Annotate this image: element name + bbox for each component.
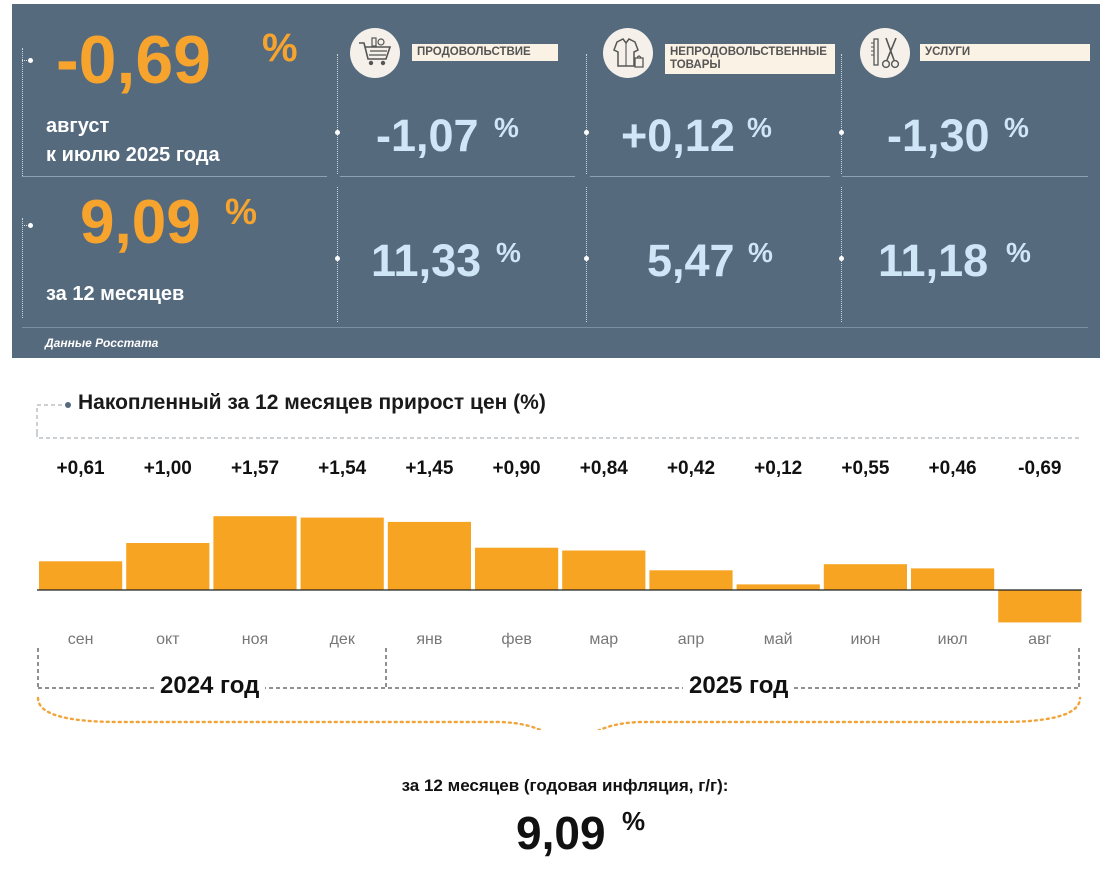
year-label-2025: 2025 год bbox=[683, 672, 795, 700]
food-annual-value: 11,33 bbox=[371, 235, 482, 286]
services-annual-pct: % bbox=[1006, 237, 1031, 268]
nonfood-annual-value: 5,47 bbox=[647, 235, 735, 286]
month-label-дек: дек bbox=[330, 631, 356, 648]
category-label-nonfood: НЕПРОДОВОЛЬСТВЕННЫЕ ТОВАРЫ bbox=[665, 44, 835, 74]
marker-dot bbox=[28, 223, 33, 228]
category-label-nonfood-line1: НЕПРОДОВОЛЬСТВЕННЫЕ bbox=[670, 46, 827, 58]
column-divider bbox=[586, 187, 587, 322]
monthly-caption-line1: август bbox=[46, 115, 110, 137]
column-divider bbox=[22, 218, 23, 318]
chart-title: Накопленный за 12 месяцев прирост цен (%… bbox=[78, 391, 546, 414]
marker-dot bbox=[335, 256, 340, 261]
inflation-summary-panel: -0,69 % август к июлю 2025 года 9,09 % з… bbox=[12, 4, 1100, 358]
month-label-окт: окт bbox=[156, 631, 180, 648]
row-divider bbox=[22, 327, 1088, 328]
column-divider bbox=[337, 187, 338, 322]
year-label-2024: 2024 год bbox=[154, 672, 266, 700]
annual-inflation-pct: % bbox=[225, 191, 258, 232]
column-divider bbox=[841, 187, 842, 322]
value-label-дек: +1,54 bbox=[318, 458, 367, 479]
month-label-июн: июн bbox=[851, 631, 881, 648]
marker-dot bbox=[28, 58, 33, 63]
bar-янв bbox=[387, 521, 471, 590]
bar-дек bbox=[300, 517, 384, 590]
marker-dot bbox=[584, 256, 589, 261]
month-label-авг: авг bbox=[1028, 631, 1051, 648]
bar-авг bbox=[998, 590, 1082, 623]
food-monthly-value: -1,07 bbox=[376, 110, 479, 161]
column-divider bbox=[841, 54, 842, 174]
column-divider bbox=[337, 54, 338, 174]
bar-апр bbox=[649, 570, 733, 590]
scissors-comb-icon bbox=[860, 28, 910, 78]
value-label-авг: -0,69 bbox=[1018, 458, 1061, 479]
shopping-cart-icon bbox=[350, 28, 400, 78]
annual-inflation-total: 9,09 bbox=[516, 807, 606, 859]
bar-мар bbox=[562, 550, 646, 590]
monthly-inflation-chart: +0,61 +1,00 +1,57 +1,54 +1,45 +0,90 +0,84 +0,42… bbox=[36, 402, 1082, 730]
category-label-food: ПРОДОВОЛЬСТВИЕ bbox=[412, 44, 558, 61]
category-label-nonfood-line2: ТОВАРЫ bbox=[670, 59, 721, 71]
bar-сен bbox=[39, 561, 123, 590]
month-label-апр: апр bbox=[678, 631, 705, 648]
bar-май bbox=[736, 584, 820, 590]
bar-окт bbox=[126, 543, 210, 590]
category-label-services: УСЛУГИ bbox=[920, 44, 1090, 61]
nonfood-monthly-value: +0,12 bbox=[621, 110, 735, 161]
row-divider bbox=[340, 176, 575, 177]
annual-caption: за 12 месяцев bbox=[46, 283, 185, 305]
monthly-inflation-pct: % bbox=[262, 26, 298, 70]
nonfood-annual-pct: % bbox=[748, 237, 773, 268]
value-label-сен: +0,61 bbox=[57, 458, 106, 479]
column-divider bbox=[586, 54, 587, 174]
food-annual-pct: % bbox=[496, 237, 521, 268]
services-monthly-pct: % bbox=[1004, 112, 1029, 143]
value-label-июн: +0,55 bbox=[841, 458, 890, 479]
clothes-icon bbox=[603, 28, 653, 78]
bar-фев bbox=[475, 547, 559, 590]
value-label-янв: +1,45 bbox=[405, 458, 454, 479]
month-label-фев: фев bbox=[501, 631, 532, 648]
food-monthly-pct: % bbox=[494, 112, 519, 143]
marker-tick bbox=[22, 60, 29, 61]
marker-dot bbox=[839, 256, 844, 261]
value-label-ноя: +1,57 bbox=[231, 458, 279, 479]
services-monthly-value: -1,30 bbox=[887, 110, 990, 161]
marker-dot bbox=[839, 130, 844, 135]
row-divider bbox=[590, 176, 830, 177]
annual-inflation-caption: за 12 месяцев (годовая инфляция, г/г): bbox=[401, 776, 729, 795]
bar-июл bbox=[911, 568, 995, 590]
marker-dot bbox=[584, 130, 589, 135]
month-label-май: май bbox=[764, 631, 793, 648]
bar-ноя bbox=[213, 516, 297, 590]
nonfood-monthly-pct: % bbox=[747, 112, 772, 143]
marker-tick bbox=[22, 225, 29, 226]
annual-brace bbox=[36, 696, 1082, 730]
monthly-inflation-value: -0,69 bbox=[56, 22, 211, 98]
value-label-май: +0,12 bbox=[754, 458, 802, 479]
month-label-янв: янв bbox=[416, 631, 442, 648]
annual-inflation-total-pct: % bbox=[622, 806, 646, 836]
value-label-июл: +0,46 bbox=[929, 458, 977, 479]
title-connector bbox=[36, 404, 1080, 439]
month-label-ноя: ноя bbox=[242, 631, 268, 648]
column-divider bbox=[22, 48, 23, 176]
value-label-апр: +0,42 bbox=[667, 458, 715, 479]
month-label-июл: июл bbox=[938, 631, 968, 648]
services-annual-value: 11,18 bbox=[878, 235, 989, 286]
month-label-мар: мар bbox=[589, 631, 618, 648]
title-marker-dot bbox=[65, 402, 71, 408]
value-label-фев: +0,90 bbox=[493, 458, 541, 479]
monthly-caption-line2: к июлю 2025 года bbox=[46, 144, 220, 166]
marker-dot bbox=[335, 130, 340, 135]
row-divider bbox=[842, 176, 1088, 177]
bar-июн bbox=[823, 564, 907, 591]
annual-inflation-value: 9,09 bbox=[80, 188, 201, 257]
value-label-мар: +0,84 bbox=[580, 458, 629, 479]
month-label-сен: сен bbox=[68, 631, 94, 648]
row-divider bbox=[22, 176, 327, 177]
value-label-окт: +1,00 bbox=[144, 458, 192, 479]
source-note: Данные Росстата bbox=[45, 336, 159, 350]
